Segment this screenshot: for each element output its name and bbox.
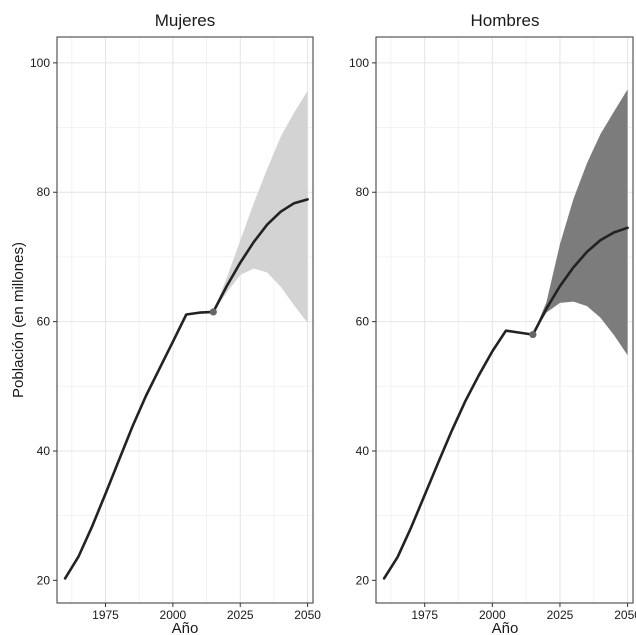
population-line (63, 198, 309, 580)
x-tick-label: 1975 (411, 608, 438, 622)
panel-border (56, 36, 314, 604)
panel-mujeres: 1975 2000 2025 2050 20 40 60 80 100 Mujeres (30, 11, 321, 622)
last-observed-point (529, 330, 537, 339)
population-line (382, 226, 629, 580)
panel-hombres: 1975 2000 2025 2050 20 40 60 80 100 Hombres (349, 11, 636, 622)
x-tick-label: 1975 (92, 608, 119, 622)
y-tick-label: 100 (30, 56, 50, 70)
last-observed-point (209, 308, 217, 316)
x-tick-label: 2050 (614, 608, 636, 622)
projection-interval-band (532, 89, 628, 356)
x-tick-label: 2025 (547, 608, 574, 622)
x-axis-title-mujeres: Año (172, 620, 199, 635)
panel-border (375, 36, 634, 604)
y-tick-label: 60 (37, 315, 51, 329)
x-tick-label: 2000 (160, 608, 187, 622)
y-axis-title: Población (en millones) (10, 242, 27, 398)
y-tick-label: 20 (356, 573, 370, 587)
y-tick-label: 80 (356, 185, 370, 199)
x-tick-label: 2000 (479, 608, 506, 622)
y-tick-label: 40 (37, 444, 51, 458)
panel-title-mujeres: Mujeres (155, 11, 215, 30)
y-tick-label: 60 (356, 315, 370, 329)
x-tick-label: 2025 (227, 608, 254, 622)
y-tick-label: 40 (356, 444, 370, 458)
panel-title-hombres: Hombres (471, 11, 540, 30)
y-tick-label: 20 (37, 573, 51, 587)
y-tick-label: 80 (37, 185, 51, 199)
projection-interval-band (213, 90, 308, 323)
y-tick-label: 100 (349, 56, 369, 70)
x-tick-label: 2050 (294, 608, 321, 622)
x-axis-title-hombres: Año (492, 620, 519, 635)
